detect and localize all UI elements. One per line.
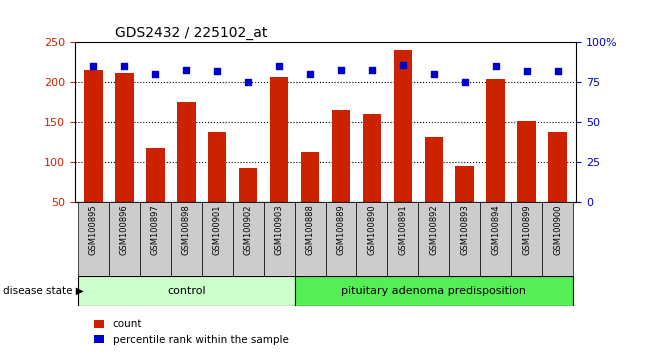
Bar [332,110,350,202]
Point [398,62,408,68]
Bar [270,77,288,202]
Bar [419,202,449,276]
Point [460,79,470,85]
Text: GSM100899: GSM100899 [522,204,531,255]
Bar [387,202,419,276]
Text: GSM100902: GSM100902 [243,204,253,255]
Point [274,64,284,69]
Bar [177,102,195,202]
Bar [326,202,357,276]
Bar [78,202,109,276]
Point [428,72,439,77]
Bar [486,79,505,202]
Bar [78,276,294,306]
Bar [232,202,264,276]
Bar [140,202,171,276]
Bar [394,50,412,202]
Text: GSM100903: GSM100903 [275,204,284,255]
Text: GSM100893: GSM100893 [460,204,469,255]
Point [150,72,161,77]
Text: GSM100891: GSM100891 [398,204,408,255]
Point [552,68,562,74]
Bar [84,70,103,202]
Text: GSM100888: GSM100888 [305,204,314,255]
Text: GSM100895: GSM100895 [89,204,98,255]
Bar [456,166,474,202]
Text: GSM100896: GSM100896 [120,204,129,255]
Text: GSM100889: GSM100889 [337,204,346,255]
Bar [109,202,140,276]
Bar [294,276,573,306]
Bar [511,202,542,276]
Bar [202,202,232,276]
Bar [146,148,165,202]
Bar [115,73,133,202]
Point [181,67,191,73]
Text: GSM100898: GSM100898 [182,204,191,255]
Bar [294,202,326,276]
Bar [480,202,511,276]
Point [212,68,223,74]
Bar [264,202,294,276]
Bar [518,120,536,202]
Text: pituitary adenoma predisposition: pituitary adenoma predisposition [341,286,526,296]
Text: GDS2432 / 225102_at: GDS2432 / 225102_at [115,26,268,40]
Bar [208,132,227,202]
Text: GSM100892: GSM100892 [429,204,438,255]
Point [367,67,377,73]
Legend: count, percentile rank within the sample: count, percentile rank within the sample [90,315,293,349]
Text: GSM100900: GSM100900 [553,204,562,255]
Bar [424,137,443,202]
Point [305,72,315,77]
Text: GSM100894: GSM100894 [492,204,500,255]
Point [336,67,346,73]
Text: GSM100897: GSM100897 [151,204,159,255]
Point [521,68,532,74]
Point [243,79,253,85]
Bar [171,202,202,276]
Bar [548,132,567,202]
Bar [542,202,573,276]
Text: GSM100890: GSM100890 [367,204,376,255]
Bar [357,202,387,276]
Point [490,64,501,69]
Text: disease state ▶: disease state ▶ [3,286,84,296]
Bar [449,202,480,276]
Bar [239,168,257,202]
Text: control: control [167,286,206,296]
Text: GSM100901: GSM100901 [213,204,222,255]
Point [119,64,130,69]
Bar [301,152,319,202]
Bar [363,114,381,202]
Point [89,64,99,69]
